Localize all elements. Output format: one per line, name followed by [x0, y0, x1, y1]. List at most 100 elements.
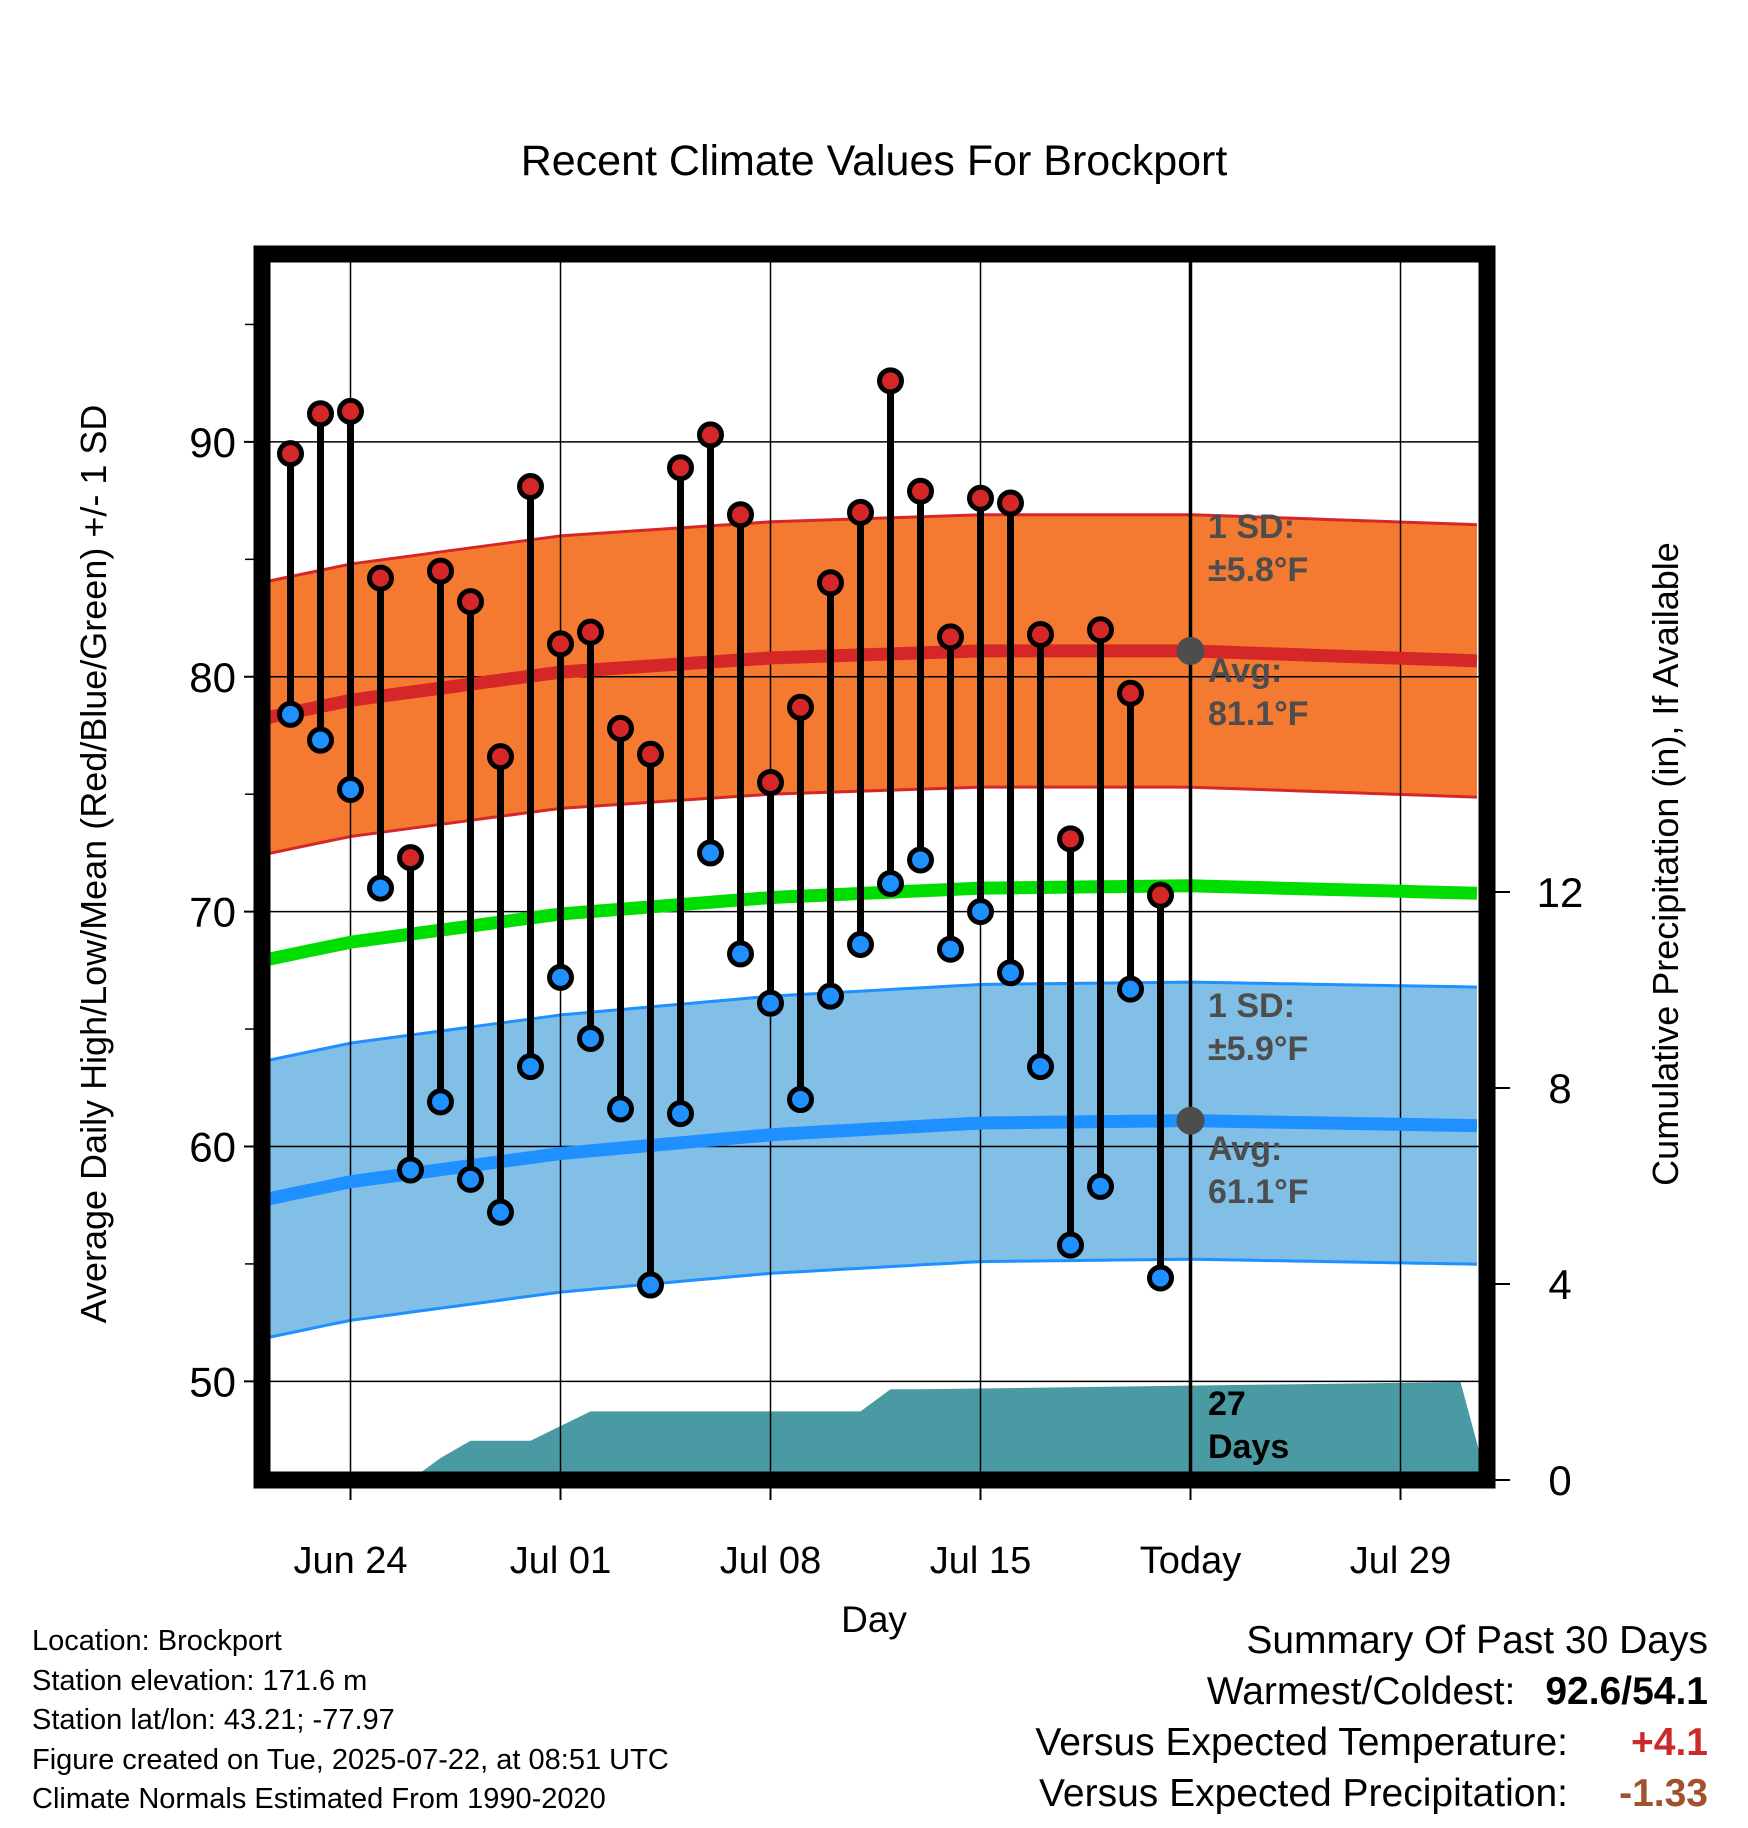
today-avg-high-marker	[1176, 636, 1205, 665]
temp-anomaly-row: Versus Expected Temperature: +4.1	[1035, 1717, 1708, 1768]
daily-high-point	[1057, 825, 1084, 853]
daily-high-point	[607, 714, 634, 742]
y-axis-label: Average Daily High/Low/Mean (Red/Blue/Gr…	[73, 405, 114, 1324]
daily-high-point	[577, 618, 604, 646]
y2-tick-label: 8	[1548, 1065, 1571, 1112]
daily-low-point	[847, 931, 874, 959]
daily-low-point	[397, 1156, 424, 1184]
days-annotation: 27	[1208, 1385, 1246, 1423]
daily-high-point	[997, 489, 1024, 517]
precip-area	[290, 1382, 1487, 1480]
low-sd-upper-edge	[262, 980, 1478, 1064]
plot-frame	[253, 245, 1496, 1489]
daily-high-point	[967, 484, 994, 512]
daily-low-point	[787, 1086, 814, 1114]
daily-low-point	[607, 1095, 634, 1123]
daily-high-point	[787, 693, 814, 721]
x-tick-label: Jul 01	[510, 1540, 611, 1582]
daily-low-point	[547, 963, 574, 991]
daily-high-point	[727, 501, 754, 529]
daily-low-point	[967, 898, 994, 926]
high-sd-annotation: 1 SD:	[1208, 508, 1295, 546]
low-sd-band	[262, 982, 1477, 1339]
daily-high-point	[847, 498, 874, 526]
avg-high-line	[262, 644, 1478, 726]
daily-high-point	[547, 630, 574, 658]
daily-high-point	[907, 477, 934, 505]
daily-low-point	[577, 1024, 604, 1052]
high-avg-annotation: 81.1°F	[1208, 695, 1309, 733]
daily-high-point	[667, 454, 694, 482]
y-tick-label: 50	[189, 1358, 236, 1405]
y-tick-label: 90	[189, 419, 236, 466]
daily-low-point	[277, 700, 304, 728]
avg-low-line	[262, 1114, 1478, 1207]
daily-low-point	[757, 989, 784, 1017]
warm-cold-label: Warmest/Coldest:	[1206, 1670, 1516, 1713]
temp-anomaly-value: +4.1	[1631, 1721, 1708, 1764]
summary-panel: Summary Of Past 30 Days Warmest/Coldest:…	[1035, 1615, 1708, 1819]
station-info: Location: Brockport Station elevation: 1…	[32, 1622, 669, 1820]
y-tick-label: 80	[189, 654, 236, 701]
created-text: Figure created on Tue, 2025-07-22, at 08…	[32, 1743, 669, 1776]
daily-low-point	[997, 959, 1024, 987]
x-tick-label: Jul 08	[720, 1540, 821, 1582]
daily-high-point	[457, 588, 484, 616]
daily-high-point	[937, 623, 964, 651]
x-tick-label: Jul 15	[930, 1540, 1031, 1582]
daily-high-point	[487, 743, 514, 771]
precip-anomaly-row: Versus Expected Precipitation: -1.33	[1035, 1768, 1708, 1819]
daily-high-point	[1087, 616, 1114, 644]
x-axis-label: Day	[841, 1599, 907, 1640]
precip-anomaly-label: Versus Expected Precipitation:	[1039, 1772, 1568, 1815]
daily-low-point	[337, 775, 364, 803]
daily-high-point	[427, 557, 454, 585]
avg-mean-line	[262, 879, 1478, 967]
daily-high-point	[367, 564, 394, 592]
high-avg-annotation: Avg:	[1208, 652, 1282, 690]
plot-clip-group	[262, 254, 1487, 1480]
daily-high-point	[1117, 679, 1144, 707]
daily-high-point	[277, 440, 304, 468]
daily-low-point	[637, 1271, 664, 1299]
daily-low-point	[427, 1088, 454, 1116]
daily-low-point	[487, 1198, 514, 1226]
low-avg-annotation: 61.1°F	[1208, 1173, 1309, 1211]
daily-high-point	[307, 400, 334, 428]
low-sd-annotation: ±5.9°F	[1208, 1030, 1308, 1068]
daily-low-point	[1087, 1172, 1114, 1200]
daily-high-point	[817, 569, 844, 597]
y2-tick-label: 0	[1548, 1457, 1571, 1504]
daily-low-point	[367, 874, 394, 902]
daily-high-point	[757, 768, 784, 796]
chart-title: Recent Climate Values For Brockport	[521, 137, 1228, 185]
daily-low-point	[457, 1165, 484, 1193]
daily-high-point	[637, 740, 664, 768]
daily-low-point	[1027, 1053, 1054, 1081]
today-avg-low-marker	[1176, 1106, 1205, 1135]
y-tick-label: 70	[189, 889, 236, 936]
latlon-text: Station lat/lon: 43.21; -77.97	[32, 1704, 395, 1736]
daily-high-point	[1027, 620, 1054, 648]
high-sd-band	[262, 514, 1477, 855]
precip-anomaly-value: -1.33	[1619, 1772, 1708, 1815]
daily-low-point	[907, 846, 934, 874]
summary-title: Summary Of Past 30 Days	[1246, 1619, 1708, 1662]
daily-low-point	[937, 935, 964, 963]
daily-high-point	[517, 473, 544, 501]
daily-low-point	[1057, 1231, 1084, 1259]
y-tick-label: 60	[189, 1123, 236, 1170]
high-sd-lower-edge	[262, 785, 1478, 857]
low-avg-annotation: Avg:	[1208, 1130, 1282, 1168]
high-sd-annotation: ±5.8°F	[1208, 551, 1308, 589]
temp-anomaly-label: Versus Expected Temperature:	[1035, 1721, 1568, 1764]
daily-low-point	[697, 839, 724, 867]
daily-low-point	[307, 726, 334, 754]
y2-axis-label: Cumulative Precipitation (in), If Availa…	[1645, 542, 1686, 1186]
daily-low-point	[727, 940, 754, 968]
x-tick-label: Jun 24	[293, 1540, 407, 1582]
daily-low-point	[667, 1100, 694, 1128]
daily-high-point	[877, 367, 904, 395]
x-tick-label: Today	[1140, 1540, 1241, 1582]
